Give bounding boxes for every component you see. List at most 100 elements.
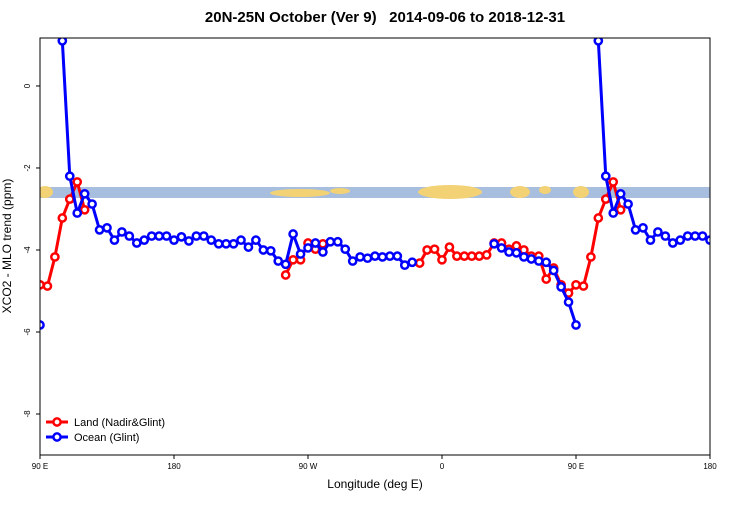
data-point (362, 253, 373, 264)
data-point (377, 252, 388, 262)
plot-area (40, 38, 710, 330)
data-point (548, 265, 559, 276)
data-point (251, 235, 261, 245)
legend-label: Ocean (Glint) (74, 432, 139, 444)
data-point (184, 236, 194, 246)
data-point (556, 282, 566, 292)
data-point (608, 208, 619, 218)
data-point (571, 320, 581, 330)
x-tick-label: 180 (703, 462, 717, 471)
data-point (541, 257, 552, 268)
data-point (102, 222, 112, 233)
data-point (146, 231, 157, 241)
y-tick-label: 0 (23, 83, 32, 88)
data-point (94, 225, 105, 235)
data-point (645, 235, 656, 245)
data-point (466, 251, 477, 261)
data-point (593, 38, 604, 46)
data-point (452, 251, 462, 261)
plot-frame (39, 37, 711, 456)
data-point (653, 227, 663, 237)
data-point (243, 242, 254, 252)
data-point (399, 260, 410, 271)
data-point (638, 222, 648, 233)
data-point (600, 171, 611, 182)
data-point (370, 251, 380, 261)
data-point (541, 274, 552, 284)
data-point (332, 236, 343, 247)
chart-title: 20N-25N October (Ver 9) 2014-09-06 to 20… (205, 9, 565, 26)
data-point (571, 279, 581, 290)
data-point (422, 245, 432, 255)
data-point (236, 235, 246, 245)
data-point (578, 281, 589, 291)
data-point (273, 256, 284, 266)
data-point (615, 204, 626, 215)
data-point (288, 229, 298, 239)
data-point (213, 238, 224, 249)
x-tick-label: 90 E (32, 462, 48, 471)
data-point (288, 254, 298, 265)
data-point (50, 252, 60, 262)
x-tick-label: 180 (167, 462, 181, 471)
data-point (64, 194, 75, 204)
data-point (57, 213, 68, 223)
data-point (57, 38, 68, 46)
data-point (489, 238, 499, 249)
y-axis-label: XCO2 - MLO trend (ppm) (0, 179, 14, 314)
data-point (697, 231, 708, 241)
data-point (64, 171, 75, 182)
data-point (705, 235, 710, 245)
data-point (675, 235, 686, 245)
data-point (414, 258, 425, 268)
data-point (586, 252, 596, 262)
data-point (355, 252, 365, 262)
data-point (221, 238, 231, 249)
data-point (198, 231, 209, 241)
data-point (504, 247, 514, 257)
data-point (131, 238, 142, 248)
data-point (385, 251, 395, 261)
data-point (303, 243, 313, 253)
data-point (191, 231, 202, 241)
y-tick-label: -6 (23, 328, 32, 336)
data-point (407, 257, 418, 268)
data-point (139, 235, 150, 245)
data-point (593, 213, 604, 223)
data-point (79, 188, 90, 199)
data-point (519, 252, 529, 262)
data-point (109, 235, 120, 245)
data-point (682, 231, 693, 241)
data-point (310, 238, 321, 248)
data-point (630, 225, 641, 235)
data-point (72, 208, 83, 218)
data-point (258, 245, 269, 255)
x-tick-label: 0 (440, 462, 445, 471)
data-point (533, 256, 544, 266)
data-point (318, 247, 328, 257)
data-point (615, 188, 626, 199)
data-point (124, 231, 135, 241)
data-point (526, 254, 537, 264)
legend-label: Land (Nadir&Glint) (74, 417, 165, 429)
data-point (265, 245, 276, 256)
data-point (154, 231, 164, 241)
map-strip (40, 185, 710, 199)
x-axis-label: Longitude (deg E) (327, 477, 422, 491)
data-point (474, 251, 485, 261)
data-point (280, 259, 291, 270)
data-point (72, 177, 83, 187)
data-point (295, 249, 306, 259)
data-point (623, 199, 633, 209)
data-point (563, 297, 574, 307)
legend-marker (52, 417, 62, 427)
data-point (347, 256, 358, 266)
data-point (42, 281, 53, 291)
data-point (161, 231, 172, 241)
data-point (459, 251, 470, 261)
x-tick-label: 90 E (568, 462, 584, 471)
data-point (600, 194, 611, 204)
data-point (660, 231, 671, 241)
data-point (206, 235, 217, 245)
